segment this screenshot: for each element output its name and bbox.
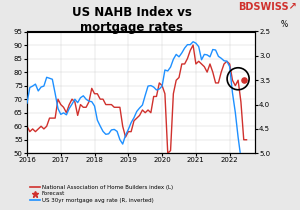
Text: US NAHB Index vs
mortgage rates: US NAHB Index vs mortgage rates (72, 6, 192, 34)
Legend: National Association of Home Builders index (L), Forecast, US 30yr mortgage avg : National Association of Home Builders in… (28, 183, 175, 205)
Point (242, 79, 246, 82)
Text: %: % (281, 20, 288, 29)
Text: BDSWISS↗: BDSWISS↗ (238, 2, 297, 12)
